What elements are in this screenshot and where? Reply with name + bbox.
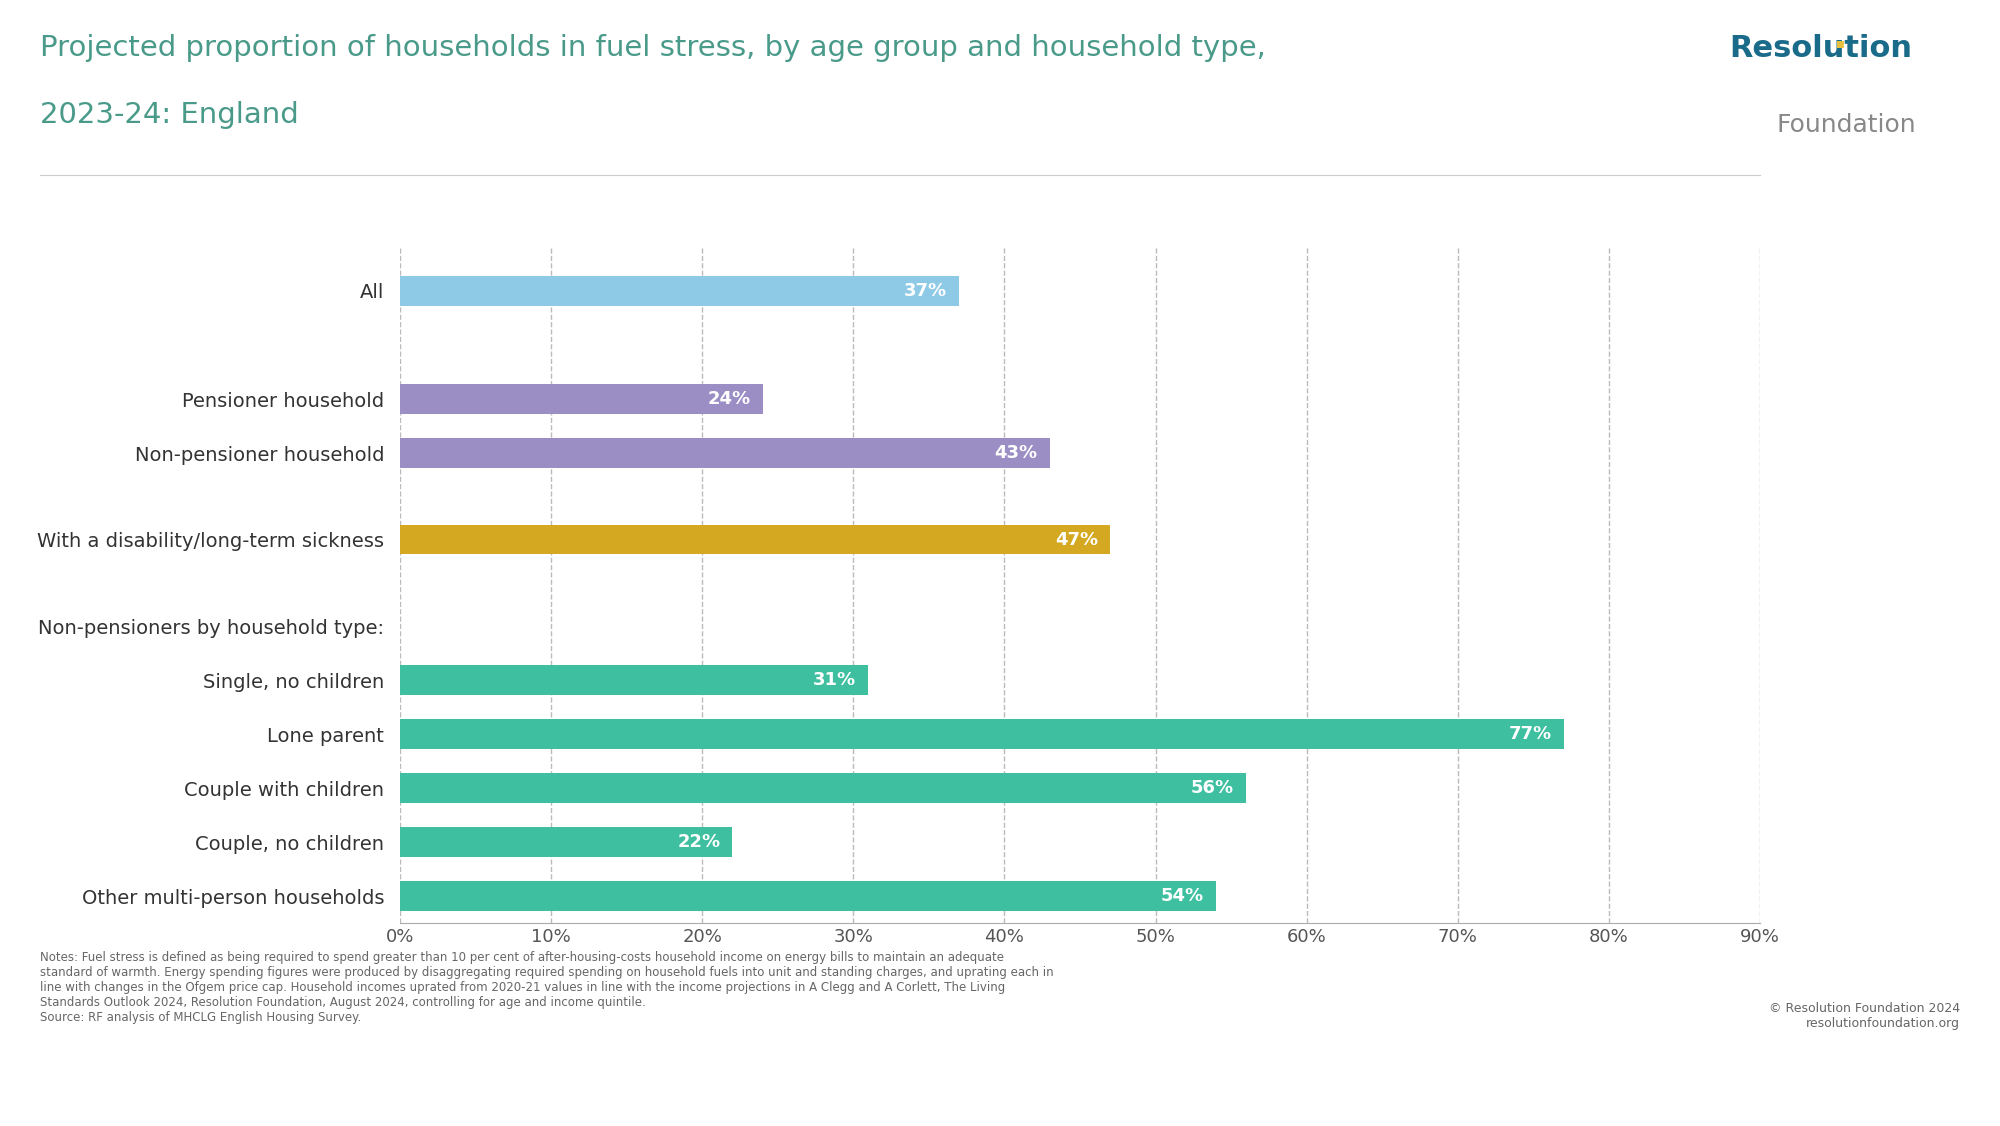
Text: ·: · — [1832, 28, 1848, 66]
Bar — [400, 665, 868, 695]
Bar — [400, 384, 762, 414]
Bar — [400, 525, 1110, 554]
Text: 22%: 22% — [678, 833, 720, 851]
Text: 47%: 47% — [1056, 530, 1098, 548]
Text: 2023-24: England: 2023-24: England — [40, 101, 298, 129]
Bar — [400, 774, 1246, 803]
Bar — [400, 438, 1050, 468]
Text: 54%: 54% — [1160, 887, 1204, 905]
Text: © Resolution Foundation 2024
resolutionfoundation.org: © Resolution Foundation 2024 resolutionf… — [1768, 1002, 1960, 1030]
Text: 31%: 31% — [814, 671, 856, 689]
Text: Notes: Fuel stress is defined as being required to spend greater than 10 per cen: Notes: Fuel stress is defined as being r… — [40, 951, 1054, 1025]
Text: Resolution: Resolution — [1728, 34, 1912, 63]
Bar — [400, 276, 960, 306]
Bar — [400, 720, 1564, 749]
Text: 37%: 37% — [904, 282, 948, 300]
Bar — [400, 828, 732, 857]
Text: 77%: 77% — [1508, 725, 1552, 743]
Text: Projected proportion of households in fuel stress, by age group and household ty: Projected proportion of households in fu… — [40, 34, 1266, 62]
Text: 24%: 24% — [708, 390, 750, 408]
Bar — [400, 882, 1216, 911]
Text: Foundation: Foundation — [1776, 113, 1916, 136]
Text: 43%: 43% — [994, 444, 1038, 462]
Text: 56%: 56% — [1192, 779, 1234, 797]
